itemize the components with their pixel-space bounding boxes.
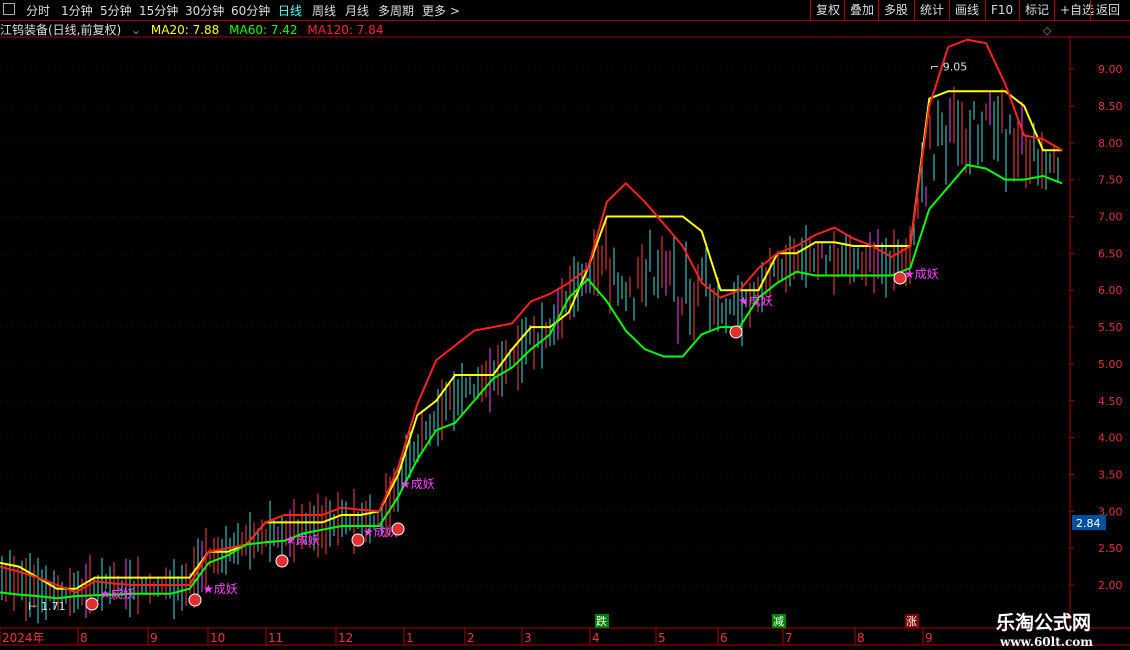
y-tick-label: 6.00 [1098,284,1123,297]
bottom-tag-label: 跌 [596,614,607,628]
x-tick-label: 9 [925,631,933,645]
x-tick-label: 3 [524,631,532,645]
y-tick-label: 5.50 [1098,321,1123,334]
x-tick-label: 2024年 [2,631,45,645]
restore-rights-button[interactable]: 复权 [810,0,845,20]
x-tick-label: 8 [80,631,88,645]
bottom-tag [772,614,786,628]
mark-button[interactable]: 标记 [1019,0,1054,20]
ma-line-ma60 [0,163,1063,600]
signal-ball-icon [275,554,289,568]
signal-ball-icon [729,325,743,339]
dropdown-icon[interactable]: ⌄ [131,23,142,37]
layout-toggle-icon[interactable] [3,3,15,15]
x-tick-label: 11 [268,631,283,645]
add-watchlist-button[interactable]: +自选 [1054,0,1099,20]
draw-button[interactable]: 画线 [949,0,984,20]
x-tick-label: 5 [658,631,666,645]
signal-label: ★成妖 [203,582,238,596]
f10-button[interactable]: F10 [985,0,1018,20]
high-annotation: ⌐ 9.05 [930,60,967,73]
y-tick-label: 2.00 [1098,579,1123,592]
signal-label: ★成妖 [904,267,939,281]
multi-stock-button[interactable]: 多股 [878,0,913,20]
x-tick-label: 4 [592,631,600,645]
bottom-tag-label: 减 [773,615,784,628]
ma20-value: MA20: 7.88 [150,23,220,37]
x-tick-label: 2 [467,631,475,645]
y-tick-label: 7.00 [1098,211,1123,224]
ma-line-ma120 [0,38,1063,594]
ma60-value: MA60: 7.42 [229,23,298,37]
y-tick-label: 3.50 [1098,468,1123,481]
back-button[interactable]: 返回 [1090,0,1125,20]
y-tick-label: 3.00 [1098,505,1123,518]
y-tick-label: 2.50 [1098,542,1123,555]
tab-fenshi[interactable]: 分时 [26,4,51,18]
tab-monthly[interactable]: 月线 [345,4,370,18]
tab-15min[interactable]: 15分钟 [139,4,179,18]
overlay-button[interactable]: 叠加 [844,0,879,20]
tab-60min[interactable]: 60分钟 [231,4,271,18]
y-tick-label: 4.50 [1098,395,1123,408]
signal-label: ★成妖 [363,525,398,539]
x-tick-label: 6 [720,631,728,645]
y-tick-label: 8.00 [1098,137,1123,150]
stock-title: 江钨装备(日线,前复权) [0,23,122,37]
tab-1min[interactable]: 1分钟 [61,4,93,18]
y-tick-label: 5.00 [1098,358,1123,371]
signal-label: ★成妖 [738,294,773,308]
y-tick-label: 7.50 [1098,174,1123,187]
diamond-icon: ◇ [1043,24,1052,37]
watermark: 乐淘公式网 www.60lt.com [996,612,1093,649]
current-price-box [1072,515,1106,531]
x-tick-label: 10 [210,631,225,645]
bottom-tag [905,614,919,628]
x-tick-label: 1 [406,631,414,645]
signal-ball-icon [391,522,405,536]
signal-ball-icon [85,597,99,611]
indicator-info: 江钨装备(日线,前复权) ⌄ MA20: 7.88 MA60: 7.42 MA1… [0,21,389,37]
tab-weekly[interactable]: 周线 [312,4,337,18]
bottom-tag-label: 涨 [906,615,917,628]
x-tick-label: 9 [150,631,158,645]
x-tick-label: 8 [857,631,865,645]
ma120-value: MA120: 7.84 [307,23,384,37]
y-tick-label: 9.00 [1098,63,1123,76]
y-tick-label: 4.00 [1098,432,1123,445]
signal-label: ★成妖 [285,533,320,547]
bottom-tag [595,614,609,628]
period-toolbar: 分时 1分钟 5分钟 15分钟 30分钟 60分钟 日线 周线 月线 多周期 更… [0,0,1130,21]
tab-daily[interactable]: 日线 [278,4,303,18]
ma-line-ma20 [0,90,1062,590]
current-price-label: 2.84 [1076,517,1101,530]
x-tick-label: 12 [338,631,353,645]
signal-label: ★成妖 [100,587,135,601]
low-annotation: ⊢ 1.71 [28,600,66,613]
signal-ball-icon [188,593,202,607]
tab-more[interactable]: 更多 > [422,4,460,18]
tab-30min[interactable]: 30分钟 [185,4,225,18]
signal-label: ★成妖 [400,477,435,491]
statistics-button[interactable]: 统计 [914,0,949,20]
tab-multi-period[interactable]: 多周期 [378,4,415,18]
signal-ball-icon [351,533,365,547]
y-tick-label: 8.50 [1098,100,1123,113]
tab-5min[interactable]: 5分钟 [100,4,132,18]
x-tick-label: 7 [785,631,793,645]
signal-ball-icon [893,271,907,285]
y-tick-label: 6.50 [1098,247,1123,260]
